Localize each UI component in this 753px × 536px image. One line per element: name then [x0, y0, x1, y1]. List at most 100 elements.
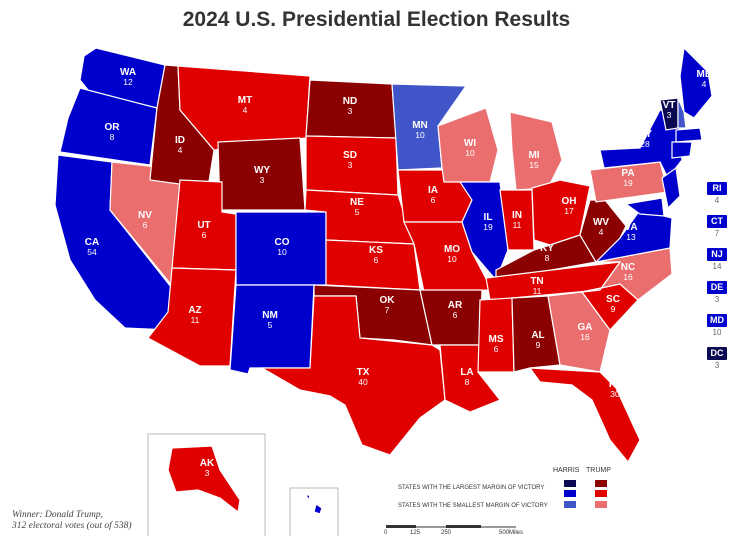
state-ev-ks: 6	[374, 255, 379, 265]
state-label-az: AZ	[188, 305, 201, 316]
state-al[interactable]	[511, 295, 561, 373]
state-ct-shape[interactable]	[671, 141, 693, 159]
legend-swatch-harris-small	[564, 501, 576, 508]
state-ev-id: 4	[178, 145, 183, 155]
state-ev-mn: 10	[415, 130, 425, 140]
state-ev-wi: 10	[465, 148, 475, 158]
side-state-ct[interactable]: CT 7	[702, 211, 732, 238]
state-md-shape[interactable]	[624, 197, 665, 217]
side-state-md[interactable]: MD 10	[702, 310, 732, 337]
state-hi-big[interactable]	[313, 503, 323, 515]
state-ev-ms: 6	[494, 344, 499, 354]
state-label-nd: ND	[343, 96, 357, 107]
state-ev-in: 11	[513, 220, 522, 230]
state-ev-il: 19	[483, 222, 493, 232]
states-layer	[54, 46, 713, 514]
state-label-fl: FL	[609, 379, 621, 390]
state-label-in: IN	[512, 210, 522, 221]
scale-bar: 0 125 250 500Miles	[384, 525, 523, 536]
state-ev-ut: 6	[202, 230, 207, 240]
state-label-il: IL	[484, 212, 493, 223]
state-label-ny: NY	[638, 129, 652, 140]
scale-tick-500: 500Miles	[499, 530, 523, 536]
legend-trump-heading: TRUMP	[586, 467, 611, 474]
state-ma[interactable]	[675, 127, 703, 143]
side-state-ev: 10	[712, 328, 722, 337]
side-state-abbr: MD	[707, 314, 727, 327]
state-label-ok: OK	[380, 295, 396, 306]
legend-swatch-trump-large	[595, 480, 607, 487]
state-hi-small[interactable]	[304, 492, 311, 502]
side-state-abbr: NJ	[707, 248, 727, 261]
state-ev-ca: 54	[87, 247, 97, 257]
state-label-wy: WY	[254, 165, 270, 176]
winner-line-1: Winner: Donald Trump,	[12, 510, 104, 520]
state-label-ut: UT	[197, 220, 210, 231]
state-ev-la: 8	[465, 377, 470, 387]
state-ev-sd: 3	[348, 160, 353, 170]
state-ev-nm: 5	[268, 320, 273, 330]
state-ev-wv: 4	[599, 227, 604, 237]
legend: HARRIS TRUMP STATES WITH THE LARGEST MAR…	[398, 467, 611, 509]
legend-swatch-trump	[595, 490, 607, 497]
state-label-ca: CA	[85, 237, 99, 248]
state-ga[interactable]	[547, 291, 611, 373]
state-ev-ky: 8	[545, 253, 550, 263]
state-label-ak: AK	[200, 458, 215, 469]
side-state-ev: 4	[714, 196, 720, 205]
side-state-ev: 14	[712, 262, 722, 271]
state-label-pa: PA	[621, 168, 634, 179]
legend-swatch-harris	[564, 490, 576, 497]
state-label-ar: AR	[448, 300, 463, 311]
state-nj-shape[interactable]	[661, 166, 681, 210]
side-state-dc[interactable]: DC 3	[702, 343, 732, 370]
side-state-abbr: DC	[707, 347, 727, 360]
state-ny[interactable]	[599, 109, 683, 180]
state-label-nv: NV	[138, 210, 152, 221]
state-label-sc: SC	[606, 294, 620, 305]
state-ev-pa: 19	[623, 178, 633, 188]
state-or[interactable]	[59, 87, 158, 166]
state-label-wi: WI	[464, 138, 476, 149]
state-label-mo: MO	[444, 244, 460, 255]
state-ev-al: 9	[536, 340, 541, 350]
state-me[interactable]	[679, 46, 713, 119]
state-label-mi: MI	[528, 150, 539, 161]
state-fl[interactable]	[528, 367, 641, 464]
legend-smallest-label: STATES WITH THE SMALLEST MARGIN OF VICTO…	[398, 503, 548, 509]
state-label-co: CO	[275, 237, 290, 248]
scale-tick-125: 125	[410, 530, 421, 536]
side-state-de[interactable]: DE 3	[702, 277, 732, 304]
state-label-ia: IA	[428, 185, 438, 196]
state-nh[interactable]	[677, 97, 687, 129]
state-label-mn: MN	[412, 120, 428, 131]
state-label-nc: NC	[621, 262, 635, 273]
state-label-la: LA	[460, 367, 473, 378]
state-label-tx: TX	[357, 367, 370, 378]
side-state-nj[interactable]: NJ 14	[702, 244, 732, 271]
state-wv[interactable]	[579, 199, 627, 263]
state-ev-nd: 3	[348, 106, 353, 116]
state-ev-az: 11	[191, 315, 200, 325]
state-label-ne: NE	[350, 197, 364, 208]
legend-swatch-harris-large	[564, 480, 576, 487]
state-ev-co: 10	[277, 247, 287, 257]
scale-tick-0: 0	[384, 530, 388, 536]
legend-swatch-trump-small	[595, 501, 607, 508]
state-label-al: AL	[531, 330, 544, 341]
state-ev-ny: 28	[640, 139, 650, 149]
state-ev-mi: 15	[529, 160, 539, 170]
state-tx[interactable]	[259, 295, 446, 456]
state-labels-layer: WA12OR8CA54NV6ID4MT4WY3UT6AZ11CO10NM5ND3…	[85, 67, 712, 478]
state-ev-ak: 3	[205, 468, 210, 478]
winner-note: Winner: Donald Trump, 312 electoral vote…	[12, 510, 132, 532]
side-state-abbr: CT	[707, 215, 727, 228]
state-ev-ok: 7	[385, 305, 390, 315]
alaska-inset	[147, 433, 339, 536]
state-ev-tx: 40	[358, 377, 368, 387]
state-ev-ga: 16	[580, 332, 590, 342]
side-state-ri[interactable]: RI 4	[702, 178, 732, 205]
state-ak[interactable]	[167, 445, 241, 514]
state-label-tn: TN	[530, 276, 543, 287]
state-label-wv: WV	[593, 217, 609, 228]
